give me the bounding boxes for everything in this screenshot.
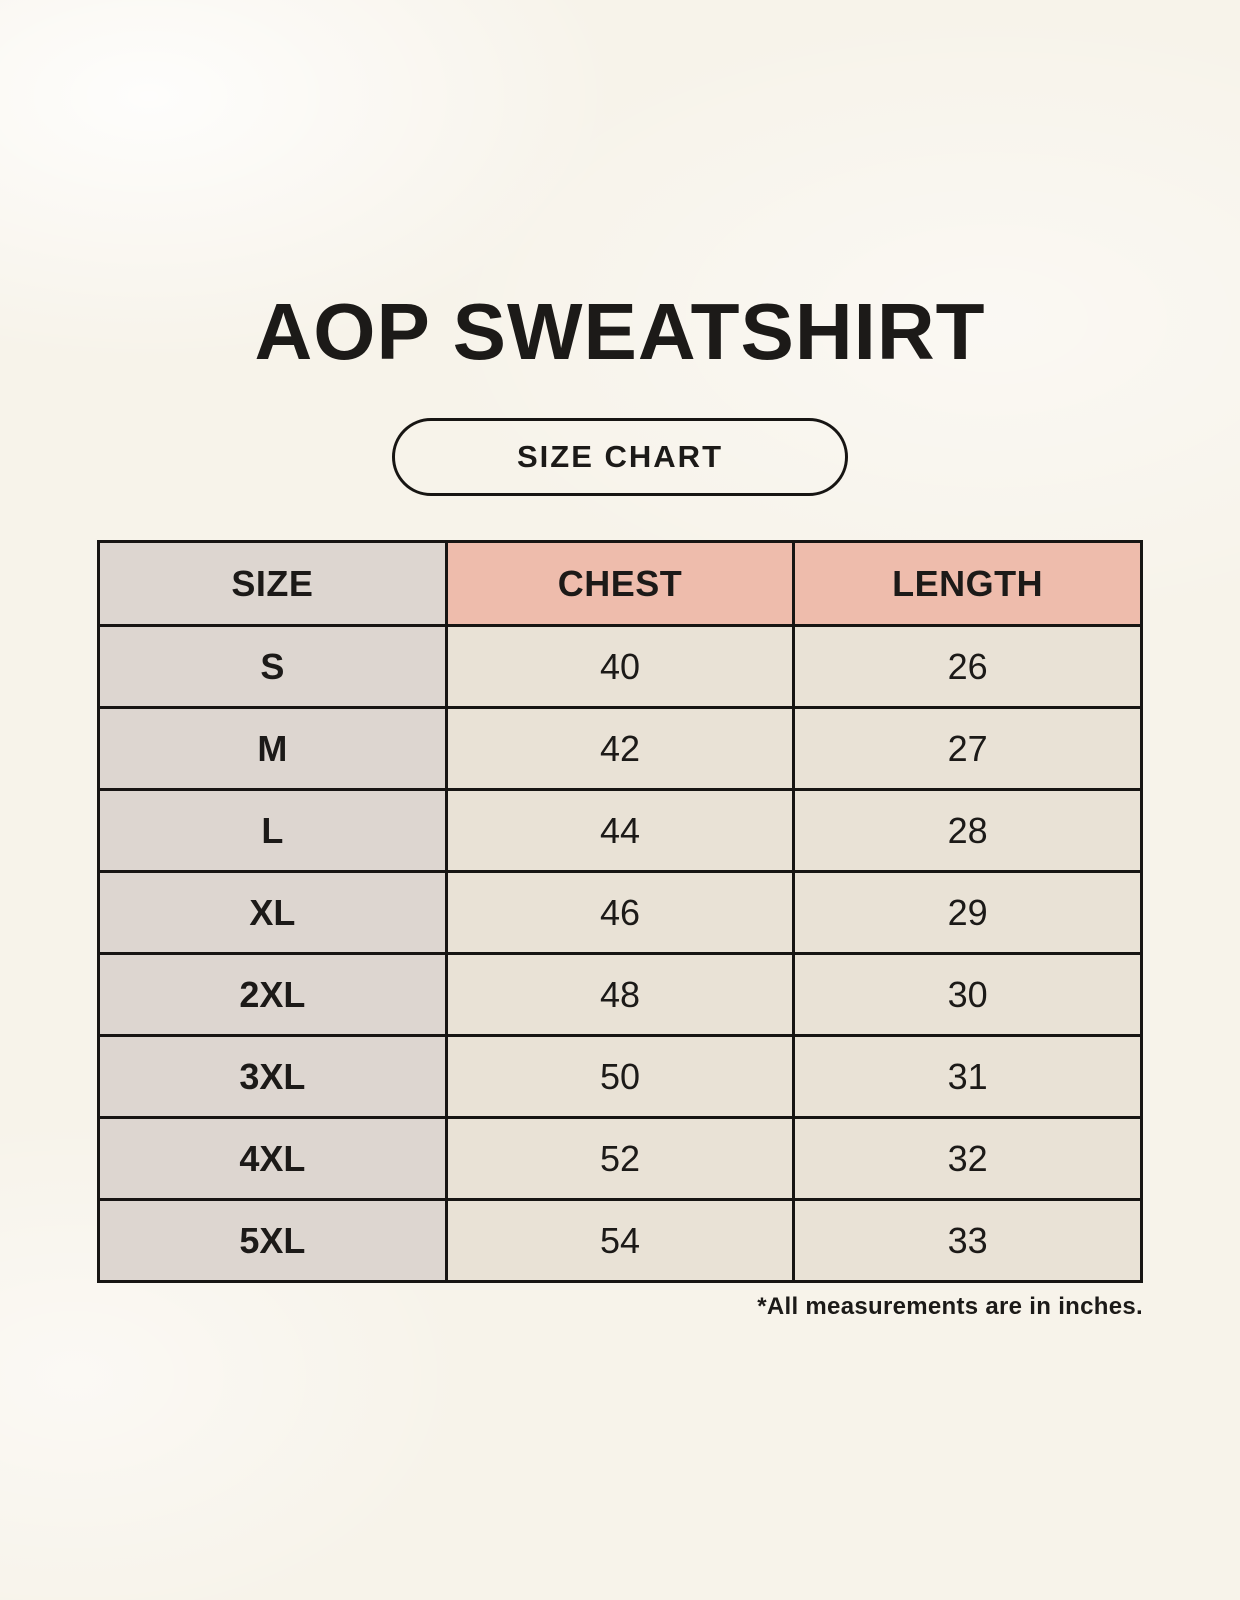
column-header-length: LENGTH	[792, 540, 1143, 627]
chest-value-l: 44	[444, 788, 796, 873]
size-label-5xl: 5XL	[97, 1198, 448, 1283]
size-table-body: S 40 26 M 42 27 L 44 28 XL 46 29 2XL 48 30 3XL 50 31 4XL 52…	[97, 624, 1143, 1283]
chest-value-m: 42	[444, 706, 796, 791]
size-table-header-row: SIZE CHEST LENGTH	[97, 540, 1143, 627]
size-row-3xl: 3XL 50 31	[97, 1034, 1143, 1119]
size-row-m: M 42 27	[97, 706, 1143, 791]
size-label-2xl: 2XL	[97, 952, 448, 1037]
chest-value-5xl: 54	[444, 1198, 796, 1283]
chest-value-4xl: 52	[444, 1116, 796, 1201]
page-title: AOP SWEATSHIRT	[254, 287, 986, 376]
length-value-3xl: 31	[792, 1034, 1143, 1119]
length-value-xl: 29	[792, 870, 1143, 955]
column-header-size: SIZE	[97, 540, 448, 627]
size-row-s: S 40 26	[97, 624, 1143, 709]
size-row-2xl: 2XL 48 30	[97, 952, 1143, 1037]
chest-value-3xl: 50	[444, 1034, 796, 1119]
length-value-4xl: 32	[792, 1116, 1143, 1201]
length-value-l: 28	[792, 788, 1143, 873]
size-row-4xl: 4XL 52 32	[97, 1116, 1143, 1201]
chest-value-2xl: 48	[444, 952, 796, 1037]
size-label-l: L	[97, 788, 448, 873]
length-value-s: 26	[792, 624, 1143, 709]
size-row-5xl: 5XL 54 33	[97, 1198, 1143, 1283]
size-row-xl: XL 46 29	[97, 870, 1143, 955]
measurements-footnote: *All measurements are in inches.	[757, 1293, 1143, 1320]
length-value-m: 27	[792, 706, 1143, 791]
size-row-l: L 44 28	[97, 788, 1143, 873]
size-label-m: M	[97, 706, 448, 791]
column-header-chest: CHEST	[444, 540, 796, 627]
size-label-3xl: 3XL	[97, 1034, 448, 1119]
size-table-header: SIZE CHEST LENGTH	[97, 540, 1143, 627]
size-chart-badge: SIZE CHART	[392, 418, 848, 496]
size-label-4xl: 4XL	[97, 1116, 448, 1201]
length-value-5xl: 33	[792, 1198, 1143, 1283]
length-value-2xl: 30	[792, 952, 1143, 1037]
size-chart-badge-label: SIZE CHART	[517, 439, 723, 474]
size-table: SIZE CHEST LENGTH S 40 26 M 42 27 L 44 28 XL 46 29 2XL…	[97, 540, 1143, 1283]
chest-value-xl: 46	[444, 870, 796, 955]
chest-value-s: 40	[444, 624, 796, 709]
size-label-s: S	[97, 624, 448, 709]
size-label-xl: XL	[97, 870, 448, 955]
